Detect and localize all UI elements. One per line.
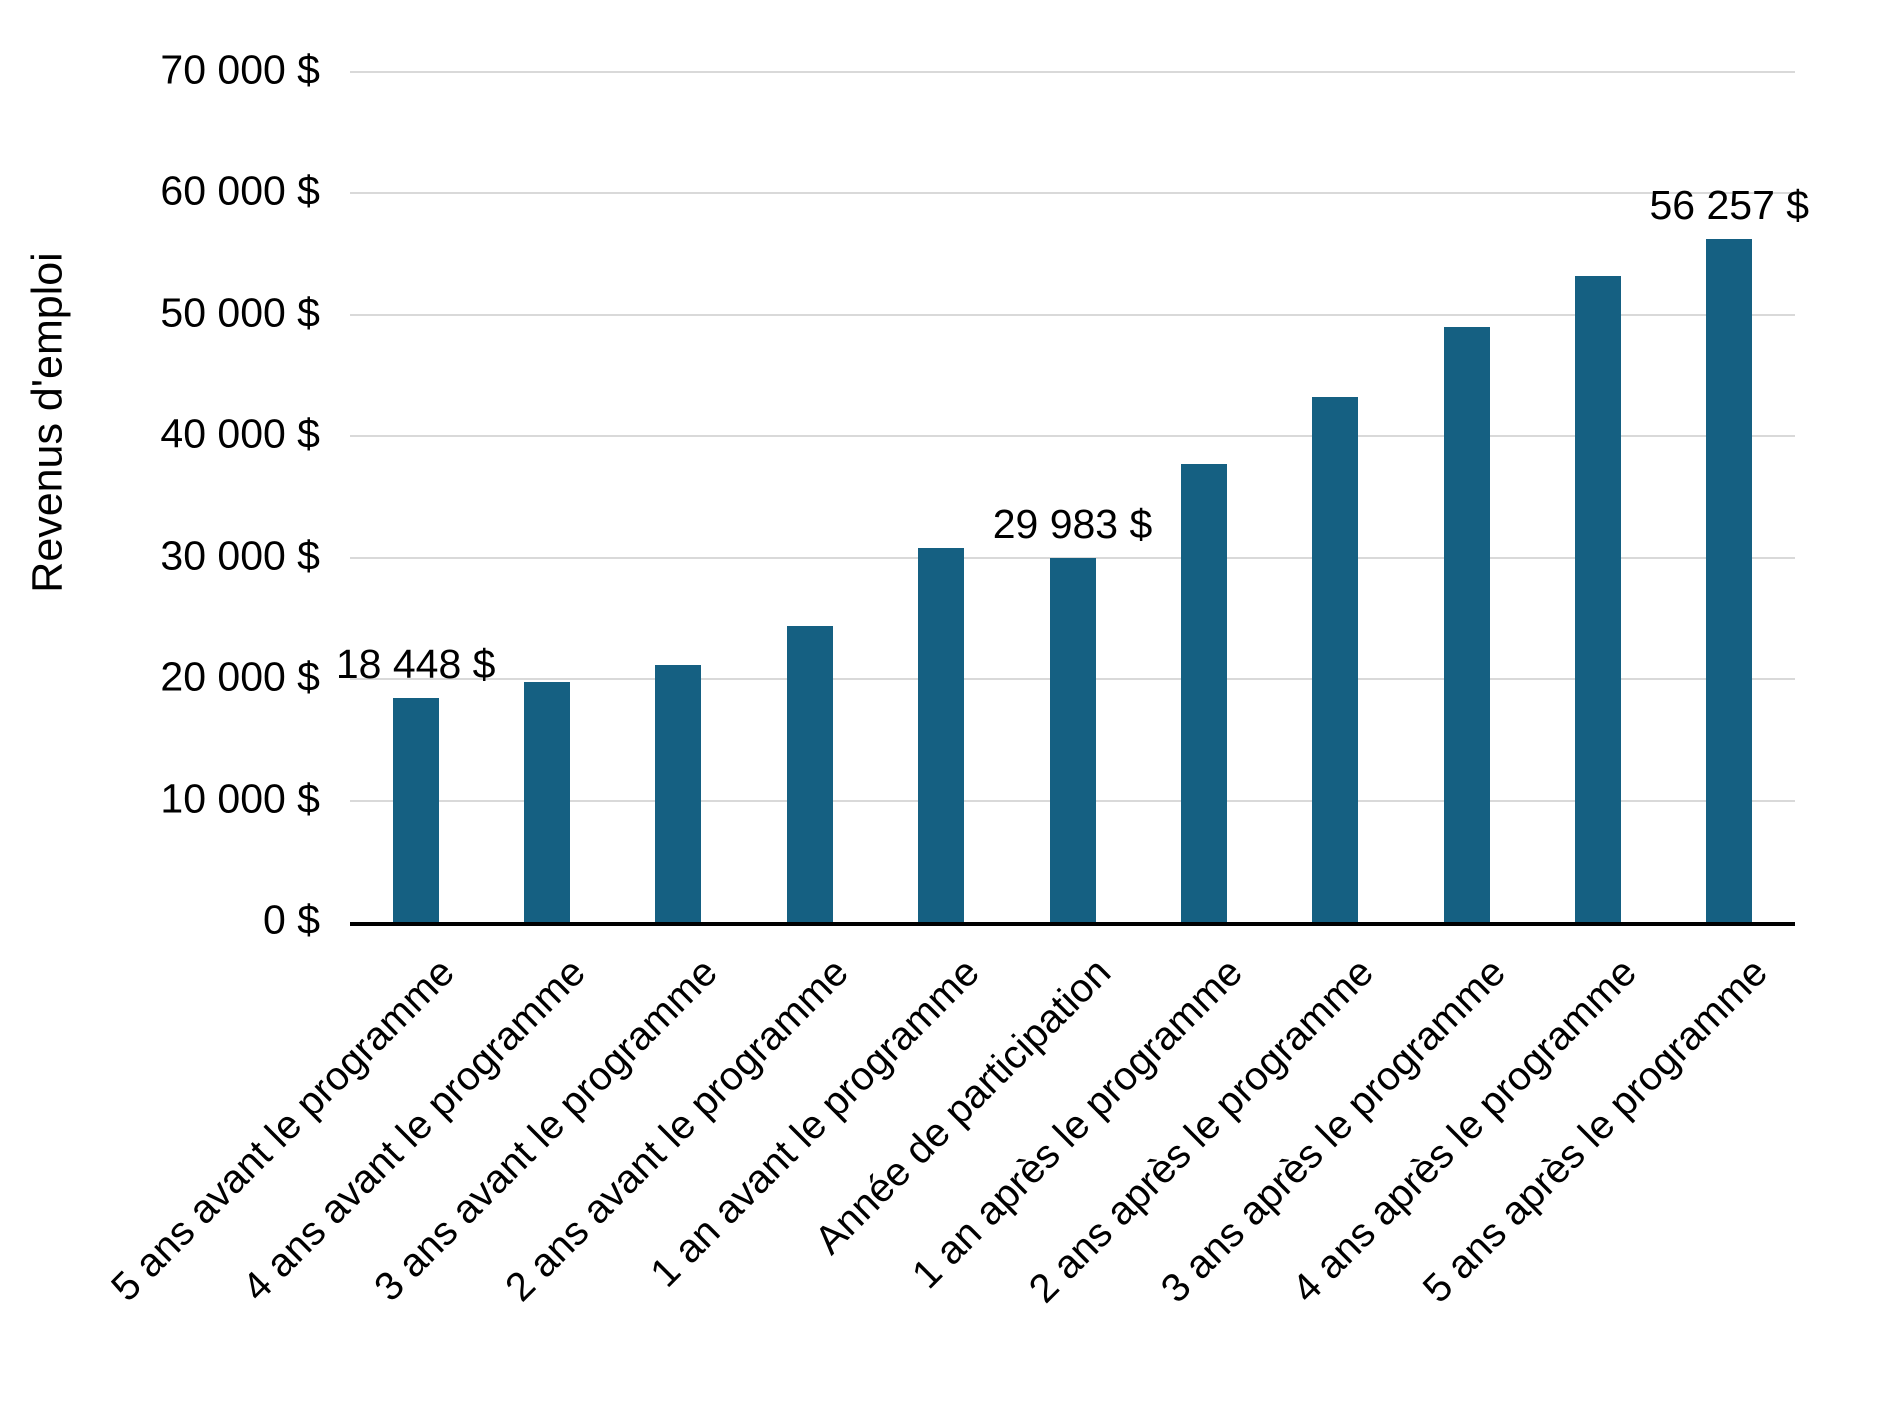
y-axis-tick-label: 0 $ [263,896,320,943]
bar [918,548,965,922]
y-axis-tick-label: 70 000 $ [160,46,320,93]
y-axis-tick-label: 50 000 $ [160,289,320,336]
y-axis-title: Revenus d'emploi [23,252,72,593]
gridline [350,192,1795,195]
data-label: 56 257 $ [1649,181,1810,228]
gridline [350,71,1795,73]
y-axis-tick-label: 10 000 $ [160,775,320,822]
data-label: 29 983 $ [992,500,1153,547]
bar [1049,557,1096,922]
gridline [350,556,1795,559]
bar [1706,238,1753,922]
x-axis-line [350,922,1795,926]
y-axis-tick-label: 40 000 $ [160,410,320,457]
bar [655,664,702,922]
bar [1312,397,1359,922]
bar [392,697,439,922]
bar [786,625,833,922]
bar [1443,327,1490,922]
bar [1574,276,1621,922]
bar [524,681,571,922]
y-axis-tick-label: 60 000 $ [160,168,320,215]
gridline [350,313,1795,316]
gridline [350,435,1795,438]
y-axis-tick-label: 20 000 $ [160,653,320,700]
data-label: 18 448 $ [335,641,496,687]
y-axis-tick-label: 30 000 $ [160,532,320,579]
bar [1180,464,1227,922]
